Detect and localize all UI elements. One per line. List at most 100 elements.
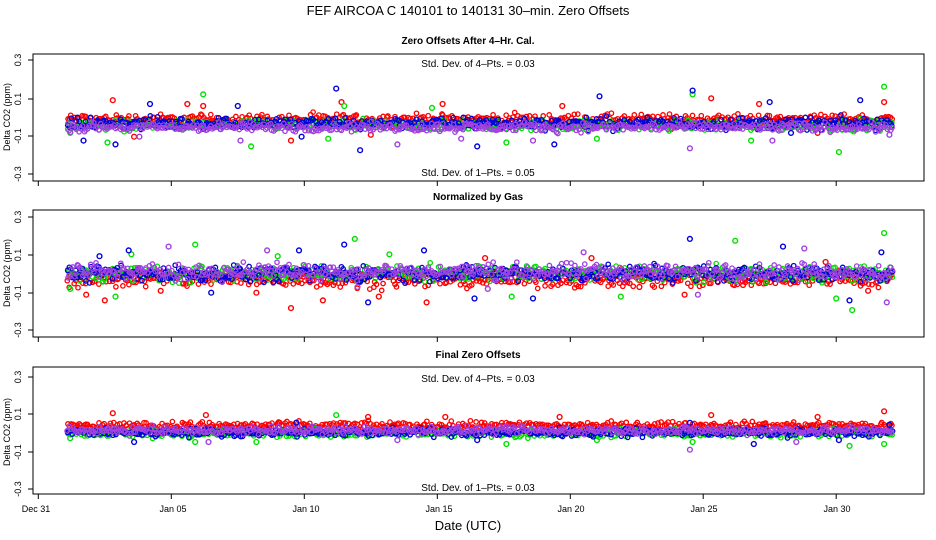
data-point-outlier <box>295 247 303 254</box>
data-point <box>625 270 632 276</box>
data-point <box>488 271 495 278</box>
data-point-outlier <box>580 249 587 256</box>
data-point <box>535 272 541 279</box>
data-point-outlier <box>208 289 215 296</box>
data-point-outlier <box>801 245 808 252</box>
data-point <box>312 265 319 272</box>
data-point <box>486 266 493 273</box>
data-point-outlier <box>157 287 164 294</box>
data-points <box>64 83 896 156</box>
data-point-outlier <box>428 104 436 112</box>
data-point <box>353 112 360 118</box>
data-point <box>841 111 848 117</box>
data-point-outlier <box>237 137 244 144</box>
data-points <box>64 408 896 453</box>
data-point <box>631 125 638 132</box>
data-point <box>448 275 455 281</box>
data-point <box>68 115 75 122</box>
data-point-outlier <box>755 100 763 108</box>
data-point <box>70 121 77 128</box>
data-point-outlier <box>458 135 465 142</box>
data-point <box>605 283 612 290</box>
data-point <box>515 113 521 119</box>
data-point <box>548 275 555 282</box>
data-point <box>684 280 691 287</box>
data-point <box>446 266 453 272</box>
data-point <box>233 113 239 120</box>
data-point <box>483 269 489 276</box>
data-point-outlier <box>83 291 90 298</box>
data-point <box>485 261 492 268</box>
data-point <box>335 266 341 273</box>
data-point-outlier <box>689 87 696 94</box>
data-point-outlier <box>165 243 172 250</box>
data-point <box>510 127 516 134</box>
data-point <box>546 262 553 269</box>
data-point <box>88 119 94 125</box>
data-point <box>689 112 696 119</box>
data-point <box>555 130 561 137</box>
data-point <box>496 270 503 277</box>
data-point <box>286 261 292 268</box>
data-point <box>117 260 124 267</box>
data-point <box>175 261 182 268</box>
data-point-outlier <box>471 295 478 302</box>
data-point-outlier <box>787 129 795 137</box>
data-point <box>87 261 94 268</box>
data-point <box>368 118 375 125</box>
data-point <box>325 115 332 122</box>
data-point <box>658 283 665 290</box>
data-point <box>425 112 432 119</box>
data-point <box>299 280 305 287</box>
data-point <box>540 127 546 134</box>
data-point <box>126 281 132 288</box>
data-point <box>154 267 161 274</box>
data-point <box>499 267 506 274</box>
data-point <box>560 271 566 278</box>
data-point <box>681 273 688 280</box>
data-point <box>617 121 624 128</box>
data-point-outlier <box>112 293 119 300</box>
data-point <box>253 266 260 272</box>
data-point-outlier <box>253 289 260 296</box>
data-point <box>631 112 638 118</box>
data-point <box>581 261 588 267</box>
data-point <box>490 259 497 265</box>
data-point <box>799 126 806 133</box>
data-point <box>408 264 415 271</box>
data-point <box>305 262 312 269</box>
data-point <box>507 269 513 276</box>
data-point <box>671 114 677 121</box>
data-point <box>272 126 279 133</box>
plot-frame <box>32 53 925 182</box>
data-point <box>450 121 457 128</box>
data-point <box>325 273 332 279</box>
data-point <box>362 272 368 279</box>
data-point <box>139 125 146 132</box>
data-point <box>889 124 895 131</box>
data-point <box>605 261 612 268</box>
data-point <box>875 284 882 291</box>
data-point <box>493 277 500 284</box>
data-point-outlier <box>529 295 537 302</box>
data-point <box>857 278 864 285</box>
y-tick-label: -0.1 <box>13 444 23 460</box>
data-point <box>450 114 457 121</box>
data-point <box>345 119 352 126</box>
data-point <box>164 270 170 277</box>
data-point <box>719 122 726 128</box>
data-point-outlier <box>551 141 558 148</box>
data-point <box>137 265 144 271</box>
data-point-outlier <box>96 253 103 260</box>
data-point <box>827 281 833 287</box>
data-point <box>380 268 387 275</box>
data-point <box>234 264 241 270</box>
data-point <box>215 119 222 125</box>
data-point <box>78 266 85 273</box>
data-point <box>288 120 295 127</box>
annotation-bottom: Std. Dev. of 1–Pts. = 0.03 <box>421 483 535 494</box>
data-point <box>69 264 76 270</box>
data-point <box>282 282 289 288</box>
data-point-outlier <box>146 100 154 108</box>
data-point <box>169 418 176 425</box>
